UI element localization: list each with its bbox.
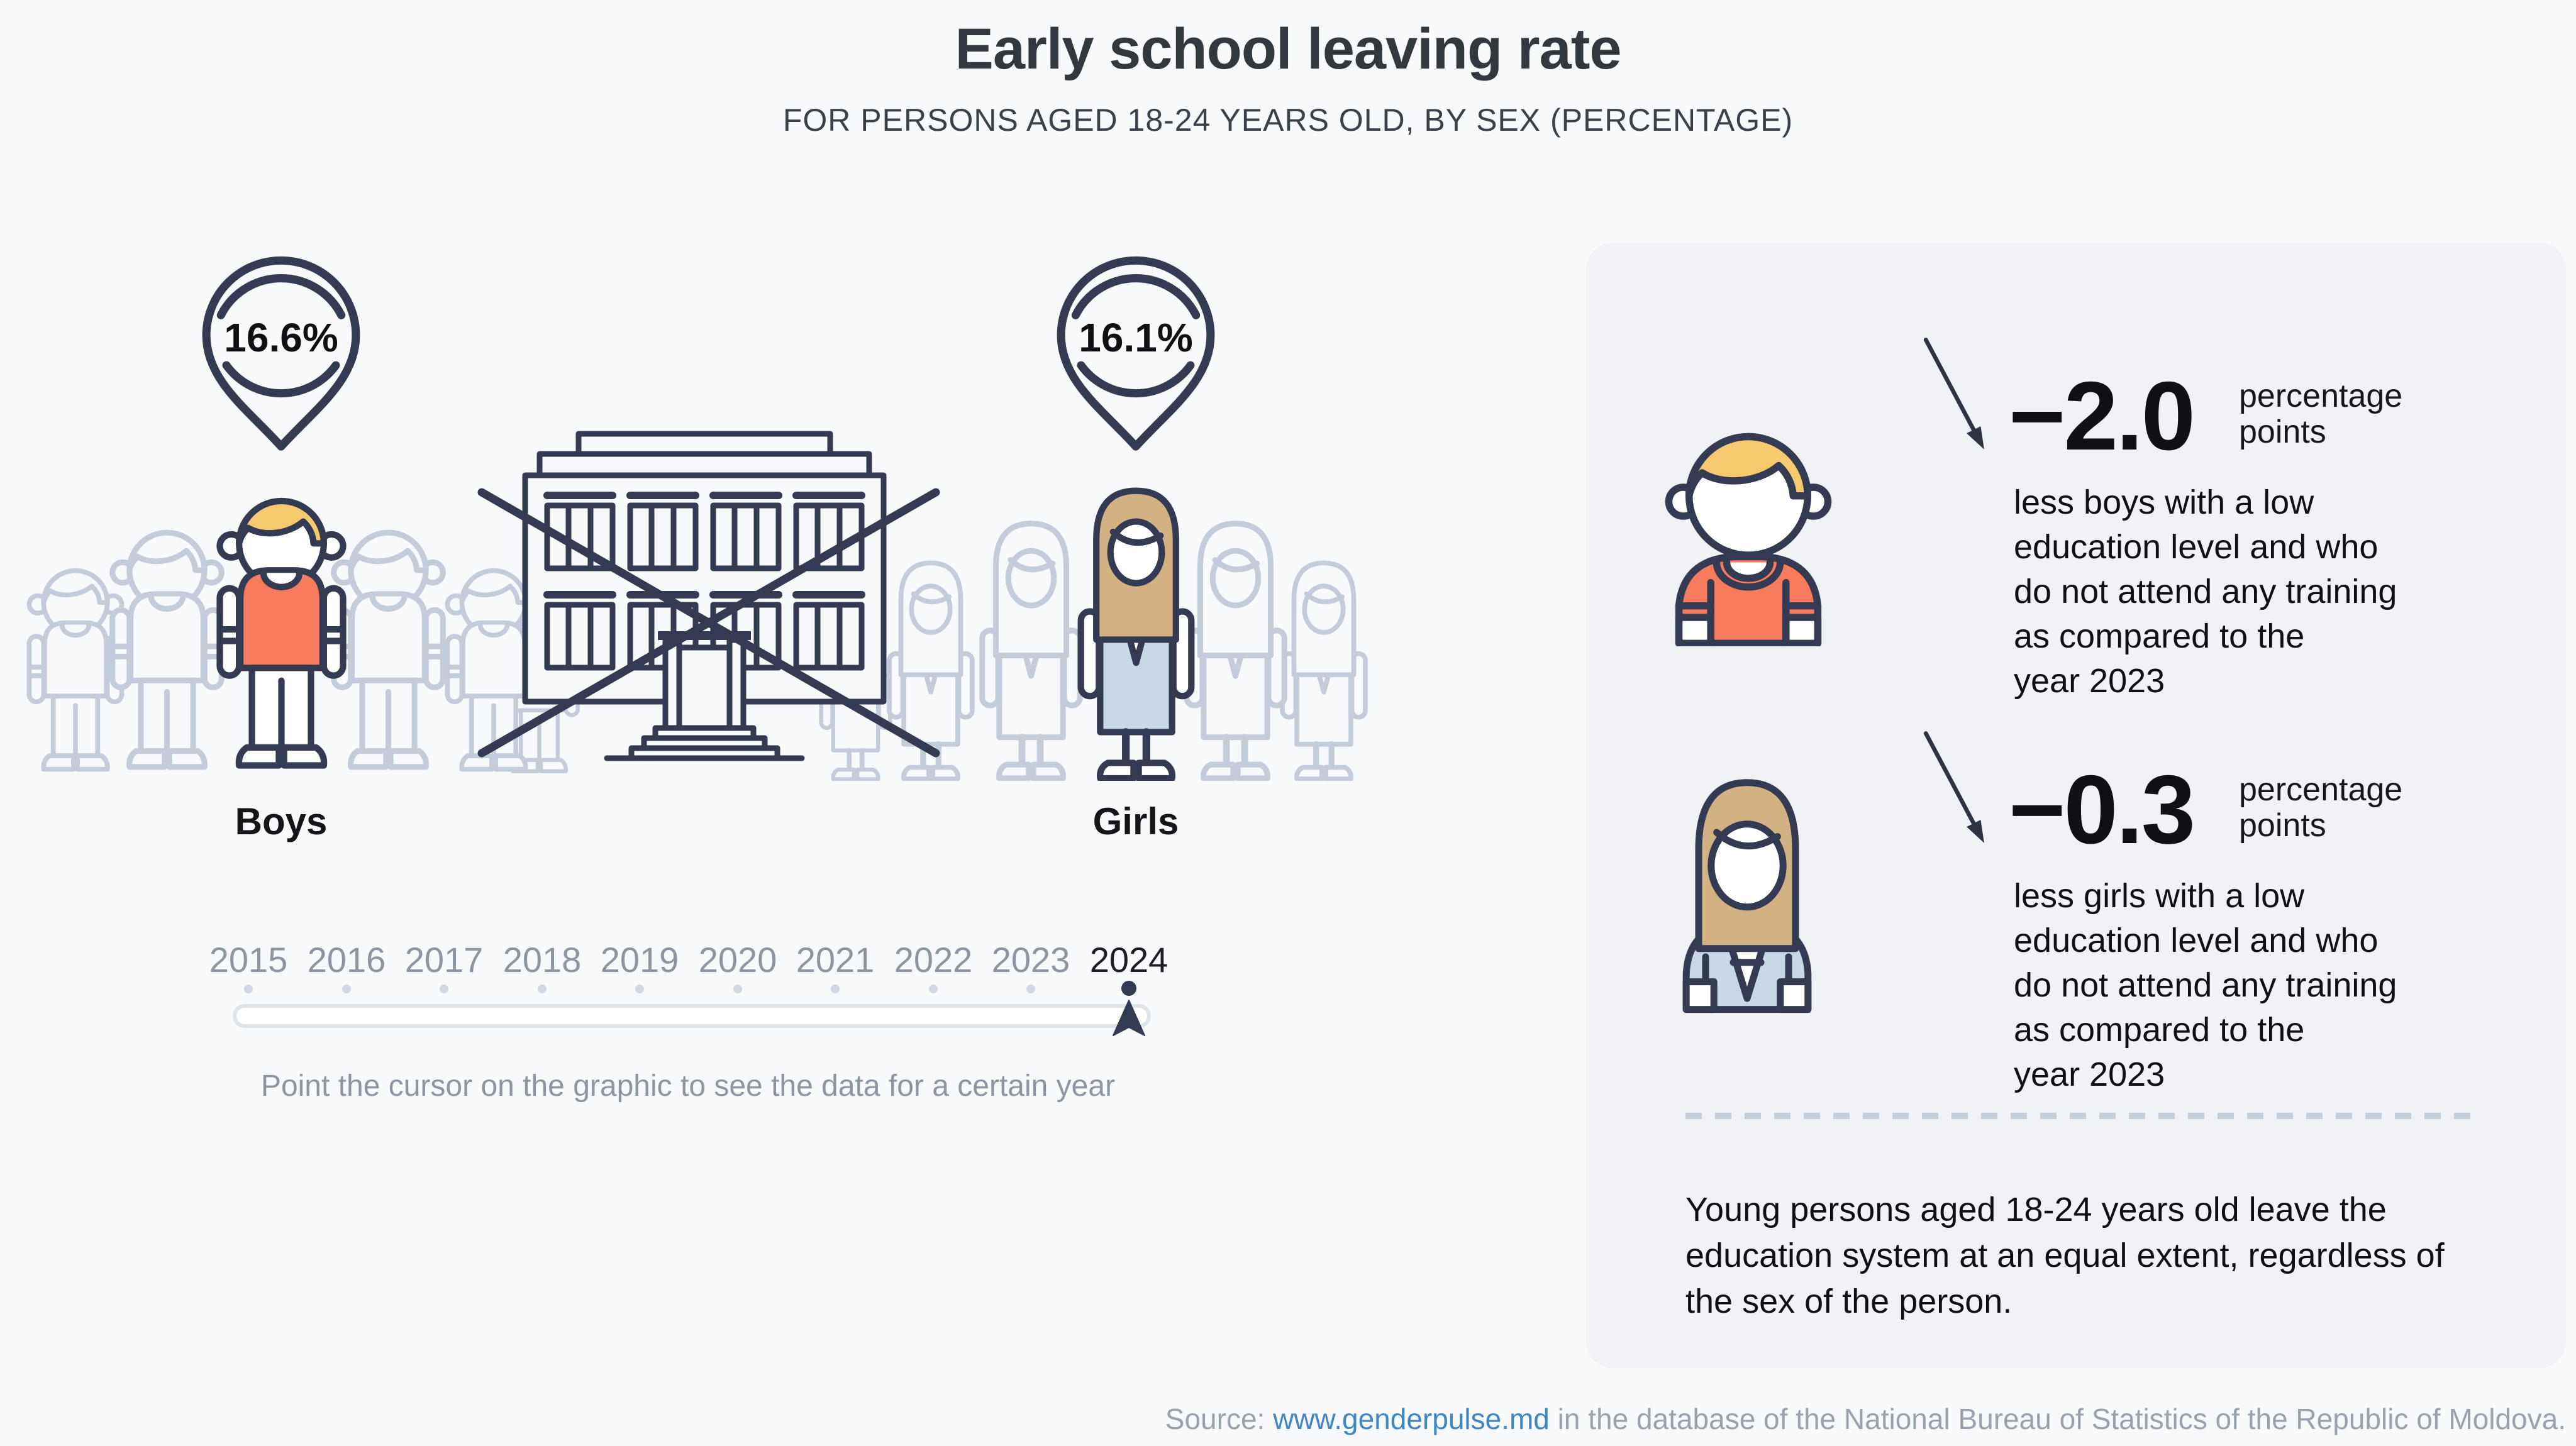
year-2018[interactable]: 2018 xyxy=(502,940,582,980)
year-dot[interactable] xyxy=(635,985,644,993)
year-2019[interactable]: 2019 xyxy=(600,940,679,980)
year-2015[interactable]: 2015 xyxy=(209,940,288,980)
year-2022[interactable]: 2022 xyxy=(894,940,973,980)
boys-delta-value: −2.0 xyxy=(2009,361,2196,470)
timeline-slider-track[interactable] xyxy=(233,1004,1151,1028)
decrease-arrow-icon xyxy=(1921,337,1994,456)
year-dot[interactable] xyxy=(538,985,547,993)
girls-value-pin: 16.1% xyxy=(1045,244,1227,454)
year-dot-selected[interactable] xyxy=(1121,981,1136,996)
year-dot[interactable] xyxy=(831,985,840,993)
girls-delta-unit: percentage points xyxy=(2239,771,2403,844)
year-2021[interactable]: 2021 xyxy=(796,940,875,980)
timeline-hint: Point the cursor on the graphic to see t… xyxy=(260,1069,1116,1103)
year-2024-selected[interactable]: 2024 xyxy=(1089,940,1169,980)
year-2017[interactable]: 2017 xyxy=(404,940,484,980)
boys-delta-unit: percentage points xyxy=(2239,378,2403,450)
panel-summary: Young persons aged 18-24 years old leave… xyxy=(1685,1191,2445,1320)
boys-delta-description: less boys with a low education level and… xyxy=(2014,483,2397,700)
stats-panel: −2.0 percentage points less boys with a … xyxy=(1586,243,2566,1368)
highlighted-boy-figure[interactable] xyxy=(204,473,358,781)
boys-value-pin: 16.6% xyxy=(190,244,372,454)
year-dot[interactable] xyxy=(733,985,742,993)
highlighted-girl-figure[interactable] xyxy=(1059,473,1213,781)
boys-label: Boys xyxy=(235,800,328,842)
year-dot[interactable] xyxy=(440,985,448,993)
year-dot[interactable] xyxy=(342,985,351,993)
source-prefix: Source: xyxy=(1165,1403,1274,1435)
girls-delta-value: −0.3 xyxy=(2009,755,2196,864)
year-2020[interactable]: 2020 xyxy=(698,940,777,980)
boy-bust-icon xyxy=(1662,386,1835,646)
year-dot[interactable] xyxy=(929,985,938,993)
timeline-cursor-icon[interactable] xyxy=(1113,1000,1145,1036)
girls-delta-description: less girls with a low education level an… xyxy=(2014,877,2397,1093)
year-2023[interactable]: 2023 xyxy=(991,940,1070,980)
dashed-divider xyxy=(1685,1113,2472,1119)
year-2016[interactable]: 2016 xyxy=(307,940,386,980)
boys-value: 16.6% xyxy=(224,315,338,360)
girls-label: Girls xyxy=(1092,800,1179,842)
page-title: Early school leaving rate xyxy=(955,17,1621,81)
year-dot[interactable] xyxy=(1026,985,1035,993)
girl-bust-icon xyxy=(1664,762,1830,1013)
source-link[interactable]: www.genderpulse.md xyxy=(1273,1403,1550,1435)
page-subtitle: FOR PERSONS AGED 18-24 YEARS OLD, BY SEX… xyxy=(782,102,1794,138)
decrease-arrow-icon xyxy=(1921,731,1994,850)
crossed-school-icon xyxy=(465,426,943,769)
source-note: Source: www.genderpulse.md in the databa… xyxy=(1165,1402,2566,1436)
source-suffix: in the database of the National Bureau o… xyxy=(1549,1403,2566,1435)
year-dot[interactable] xyxy=(244,985,253,993)
girls-value: 16.1% xyxy=(1079,315,1193,360)
